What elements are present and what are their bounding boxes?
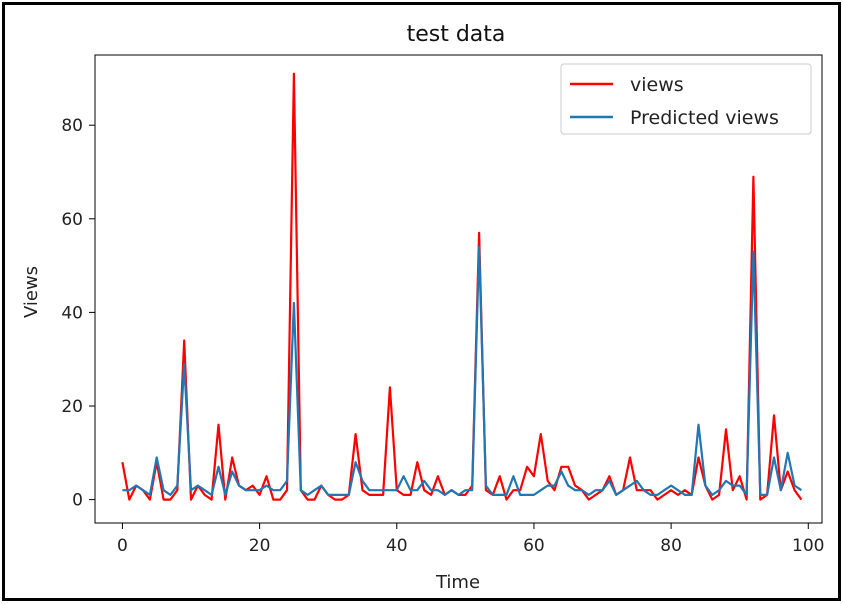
x-tick-label: 0 bbox=[117, 536, 128, 556]
legend-box bbox=[560, 63, 812, 135]
chart-title: test data bbox=[407, 22, 506, 47]
x-tick-label: 20 bbox=[249, 536, 271, 556]
series-line-predicted-views bbox=[122, 245, 803, 496]
y-tick-label: 40 bbox=[61, 303, 83, 323]
x-tick-label: 80 bbox=[660, 536, 682, 556]
plot-area bbox=[94, 54, 823, 524]
y-tick-label: 20 bbox=[61, 397, 83, 417]
x-tick-label: 100 bbox=[792, 536, 824, 556]
series-line-views bbox=[121, 72, 803, 501]
x-axis-title: Time bbox=[435, 572, 480, 593]
y-tick-label: 60 bbox=[61, 210, 83, 230]
legend: views Predicted views bbox=[560, 63, 812, 135]
legend-label-views: views bbox=[630, 74, 684, 96]
series-layer bbox=[121, 72, 803, 501]
x-tick-label: 60 bbox=[523, 536, 545, 556]
y-axis-title: Views bbox=[21, 266, 42, 318]
legend-label-predicted-views: Predicted views bbox=[630, 107, 779, 129]
axis-ticks: 0 20 40 60 80 100 0 20 40 60 80 bbox=[61, 116, 824, 556]
y-tick-label: 80 bbox=[61, 116, 83, 136]
x-tick-label: 40 bbox=[386, 536, 408, 556]
y-tick-label: 0 bbox=[72, 491, 83, 511]
